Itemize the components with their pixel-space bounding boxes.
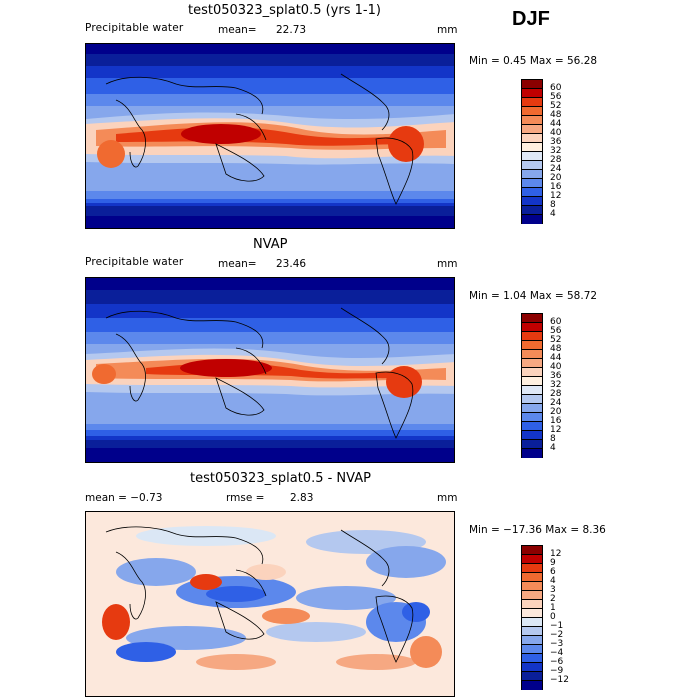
colorbar-tick: 12: [550, 549, 562, 559]
precipitable-water-nvap-map: [86, 278, 454, 462]
colorbar-tick: 32: [550, 380, 562, 390]
precipitable-water-difference-map: [86, 512, 454, 696]
colorbar-tick: 16: [550, 182, 562, 192]
colorbar-tick: 6: [550, 567, 556, 577]
colorbar-tick: 0: [550, 612, 556, 622]
panel-1-units: mm: [437, 24, 458, 36]
colorbar-tick: −12: [550, 675, 569, 685]
colorbar-tick: 20: [550, 173, 562, 183]
colorbar-tick: 52: [550, 335, 562, 345]
colorbar-tick: 8: [550, 200, 556, 210]
panel-3-map: [85, 511, 455, 697]
colorbar-tick: 2: [550, 594, 556, 604]
colorbar-tick: 32: [550, 146, 562, 156]
colorbar-tick: −1: [550, 621, 564, 631]
colorbar-tick: 48: [550, 344, 562, 354]
panel-1-mean-label: mean=: [218, 24, 257, 36]
colorbar-tick: 3: [550, 585, 556, 595]
colorbar-tick: −6: [550, 657, 564, 667]
panel-3-rmse-value: 2.83: [290, 492, 314, 504]
panel-3-title: test050323_splat0.5 - NVAP: [190, 471, 371, 486]
colorbar-tick: 1: [550, 603, 556, 613]
colorbar-tick: 4: [550, 209, 556, 219]
colorbar-tick: 28: [550, 155, 562, 165]
colorbar-tick: 56: [550, 326, 562, 336]
colorbar-tick: 8: [550, 434, 556, 444]
panel-2-minmax: Min = 1.04 Max = 58.72: [469, 290, 598, 302]
colorbar-tick: 44: [550, 119, 562, 129]
colorbar-tick: 60: [550, 317, 562, 327]
colorbar-tick: 44: [550, 353, 562, 363]
colorbar-tick: −2: [550, 630, 564, 640]
precipitable-water-model-map: [86, 44, 454, 228]
panel-3-units: mm: [437, 492, 458, 504]
panel-3-minmax: Min = −17.36 Max = 8.36: [469, 524, 606, 536]
colorbar-tick: 56: [550, 92, 562, 102]
panel-2-mean-value: 23.46: [276, 258, 307, 270]
colorbar-tick: −4: [550, 648, 564, 658]
panel-2-mean-label: mean=: [218, 258, 257, 270]
panel-1-map: [85, 43, 455, 229]
colorbar-tick: 48: [550, 110, 562, 120]
colorbar-tick: 40: [550, 362, 562, 372]
panel-2-map: [85, 277, 455, 463]
colorbar-tick: 60: [550, 83, 562, 93]
colorbar-tick: 12: [550, 191, 562, 201]
panel-3-colorbar: [521, 545, 543, 690]
colorbar-tick: 9: [550, 558, 556, 568]
panel-3-mean: mean = −0.73: [85, 492, 163, 504]
colorbar-tick: 52: [550, 101, 562, 111]
colorbar-tick: 16: [550, 416, 562, 426]
panel-1-title: test050323_splat0.5 (yrs 1-1): [188, 3, 381, 18]
colorbar-tick: 4: [550, 443, 556, 453]
colorbar-tick: 40: [550, 128, 562, 138]
panel-2-title: NVAP: [253, 237, 288, 252]
colorbar-tick: 20: [550, 407, 562, 417]
colorbar-tick: 28: [550, 389, 562, 399]
colorbar-tick: −3: [550, 639, 564, 649]
colorbar-tick: 24: [550, 164, 562, 174]
panel-3-rmse-label: rmse =: [226, 492, 265, 504]
panel-2-variable-label: Precipitable water: [85, 256, 184, 268]
panel-1-minmax: Min = 0.45 Max = 56.28: [469, 55, 598, 67]
colorbar-tick: 4: [550, 576, 556, 586]
colorbar-tick: 12: [550, 425, 562, 435]
panel-1-mean-value: 22.73: [276, 24, 307, 36]
panel-1-variable-label: Precipitable water: [85, 22, 184, 34]
colorbar-tick: 36: [550, 137, 562, 147]
colorbar-tick: 24: [550, 398, 562, 408]
panel-2-units: mm: [437, 258, 458, 270]
panel-1-colorbar: [521, 79, 543, 224]
colorbar-tick: 36: [550, 371, 562, 381]
panel-2-colorbar: [521, 313, 543, 458]
colorbar-tick: −9: [550, 666, 564, 676]
season-label: DJF: [512, 8, 550, 30]
